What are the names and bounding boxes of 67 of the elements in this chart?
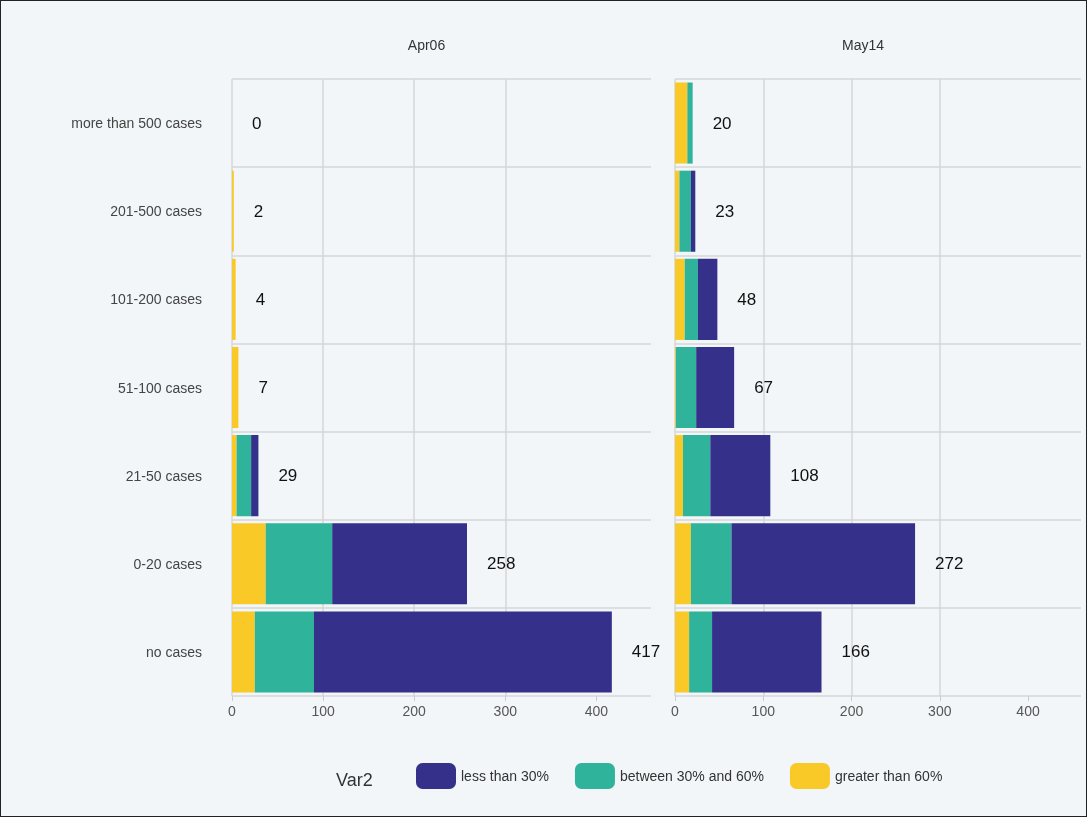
total-label: 272 [935,554,964,574]
x-tick-label: 200 [402,703,427,719]
total-label: 23 [715,201,735,221]
x-tick-label: 300 [493,703,518,719]
x-tick-label: 100 [751,703,776,719]
total-label: 2 [253,201,264,221]
x-tick-label: 400 [584,703,609,719]
total-label: 7 [258,378,268,397]
legend-label: between 30% and 60% [619,768,764,784]
y-tick-label: 51-100 cases [117,379,202,396]
total-label: 29 [278,466,298,486]
bar [251,435,259,517]
bar [675,611,690,693]
total-label: 67 [754,378,774,397]
bar [232,611,255,693]
y-tick-label: 0-20 cases [133,555,202,572]
x-tick-label: 300 [928,703,952,719]
total-label: 0 [252,113,262,133]
y-tick-label: 21-50 cases [125,467,202,484]
bar [731,523,916,605]
bar [687,82,693,164]
x-tick-label: 100 [311,703,335,719]
bar [254,611,314,693]
legend-title: Var2 [336,770,373,790]
total-label: 48 [737,289,757,309]
chart-title: May14 [841,37,885,53]
bar [675,82,688,164]
bar [332,523,467,605]
bar [710,435,771,517]
y-tick-label: 201-500 cases [110,203,202,220]
legend-label: less than 30% [461,768,549,784]
x-tick-label: 200 [839,703,864,719]
bar [236,435,252,517]
bar [232,346,239,429]
bar [232,435,237,517]
x-tick-label: 400 [1016,703,1040,719]
total-label: 4 [255,289,266,309]
bar [697,258,718,340]
chart-title: Apr06 [407,37,446,53]
x-tick-label: 0 [671,703,680,719]
bar [690,170,696,252]
bar [712,611,822,693]
bar [232,523,266,605]
y-tick-label: more than 500 cases [71,115,202,132]
bar [696,346,735,429]
total-label: 108 [790,466,819,486]
total-label: 417 [631,642,661,662]
bar [675,435,683,517]
bar [265,523,333,605]
bar [684,258,698,340]
bar [690,523,732,605]
y-tick-label: no cases [145,643,202,660]
x-tick-label: 0 [228,703,237,719]
bar [675,346,697,429]
bar [679,170,691,252]
total-label: 166 [841,642,870,662]
bar [675,170,680,252]
bar [675,523,691,605]
total-label: 258 [487,554,516,574]
total-label: 20 [712,113,732,133]
y-tick-label: 101-200 cases [110,291,202,308]
legend-label: greater than 60% [834,768,943,784]
bar [689,611,713,693]
bar [313,611,612,693]
bar [682,435,711,517]
bar [675,258,685,340]
bar [232,258,236,340]
